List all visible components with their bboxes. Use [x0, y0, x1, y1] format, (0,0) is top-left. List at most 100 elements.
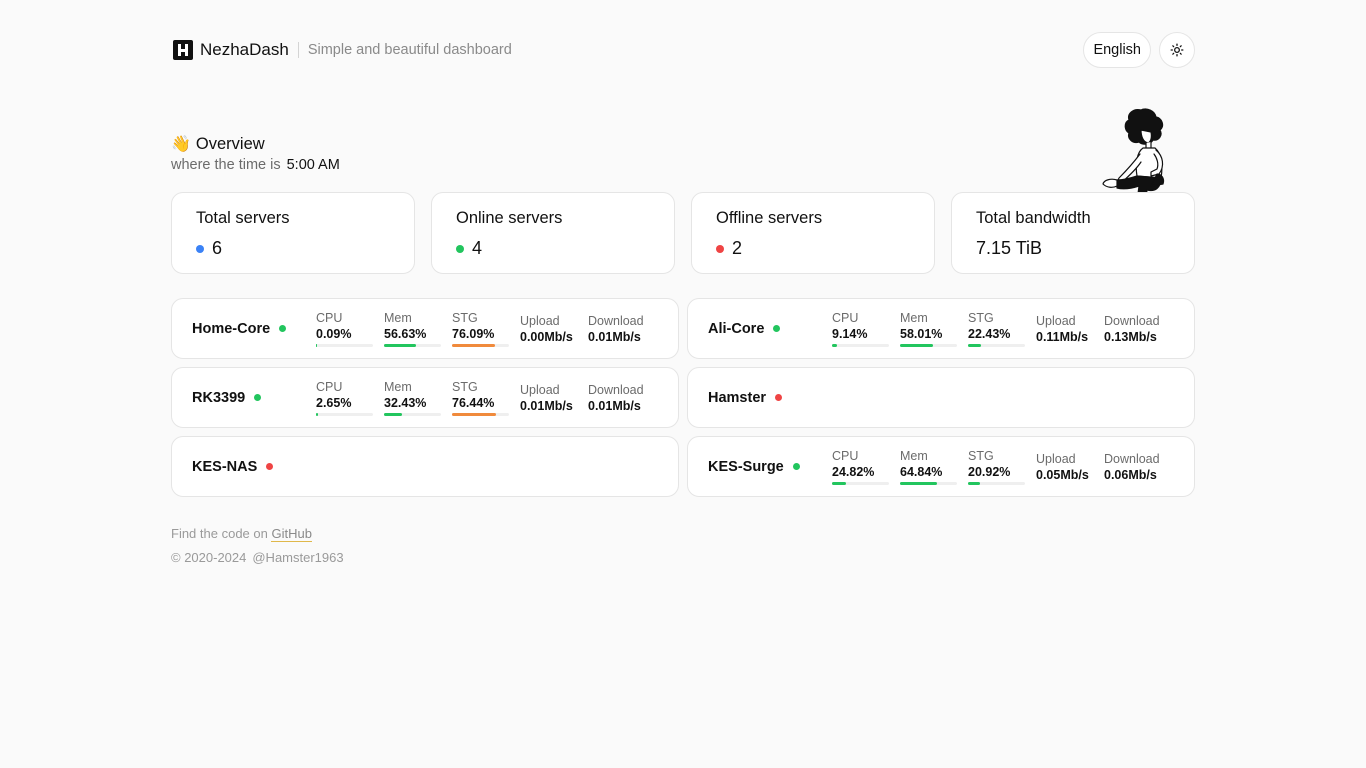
offline-servers-value: 2: [732, 238, 743, 258]
cpu-metric: CPU 24.82%: [832, 449, 889, 485]
metric-label: Mem: [900, 311, 928, 325]
metric-value: 0.00Mb/s: [520, 330, 573, 344]
stg-metric: STG 20.92%: [968, 449, 1025, 485]
online-servers-card[interactable]: Online servers 4: [431, 192, 675, 274]
progress-fill: [316, 413, 318, 416]
server-name: Ali-Core: [708, 299, 781, 358]
mem-progress-bar: [384, 413, 441, 416]
stat-value: 7.15 TiB: [976, 238, 1042, 259]
stat-label: Total servers: [196, 209, 290, 227]
metric-value: 0.06Mb/s: [1104, 468, 1157, 482]
metric-label: Download: [588, 314, 644, 328]
stat-value: 4: [456, 238, 482, 259]
total-servers-card[interactable]: Total servers 6: [171, 192, 415, 274]
total-servers-value: 6: [212, 238, 223, 258]
metric-value: 76.44%: [452, 396, 495, 410]
metric-value: 32.43%: [384, 396, 427, 410]
metric-value: 22.43%: [968, 327, 1011, 341]
stg-progress-bar: [452, 413, 509, 416]
metric-label: Download: [1104, 452, 1160, 466]
metric-label: CPU: [832, 449, 859, 463]
progress-fill: [452, 344, 496, 347]
overview-time: where the time is 5:00 AM: [171, 157, 340, 173]
metric-label: Mem: [384, 311, 412, 325]
mem-metric: Mem 56.63%: [384, 311, 441, 347]
brand-name: NezhaDash: [200, 40, 289, 59]
stg-metric: STG 22.43%: [968, 311, 1025, 347]
offline-servers-card[interactable]: Offline servers 2: [691, 192, 935, 274]
mem-metric: Mem 58.01%: [900, 311, 957, 347]
server-card[interactable]: KES-Surge CPU 24.82% Mem 64.84% STG 20.92% Uplo…: [687, 436, 1195, 497]
server-card[interactable]: Home-Core CPU 0.09% Mem 56.63% STG 76.09% Uploa…: [171, 298, 679, 359]
metric-value: 2.65%: [316, 396, 352, 410]
upload-metric: Upload 0.00Mb/s: [520, 313, 573, 346]
status-dot-icon: [792, 463, 800, 470]
progress-fill: [968, 482, 980, 485]
github-link[interactable]: GitHub: [271, 526, 312, 542]
cpu-progress-bar: [316, 413, 373, 416]
metric-label: Upload: [520, 383, 560, 397]
status-dot-icon: [266, 463, 274, 470]
server-name-text: RK3399: [192, 389, 246, 406]
stg-metric: STG 76.44%: [452, 380, 509, 416]
progress-fill: [384, 413, 403, 416]
server-name-text: KES-Surge: [708, 458, 784, 475]
download-metric: Download 0.01Mb/s: [588, 382, 644, 415]
cpu-progress-bar: [832, 482, 889, 485]
cpu-progress-bar: [316, 344, 373, 347]
metric-value: 0.05Mb/s: [1036, 468, 1089, 482]
logo-icon: [173, 40, 193, 60]
metric-value: 0.01Mb/s: [588, 399, 641, 413]
mem-metric: Mem 64.84%: [900, 449, 957, 485]
cpu-metric: CPU 2.65%: [316, 380, 373, 416]
progress-fill: [832, 482, 847, 485]
server-card[interactable]: KES-NAS: [171, 436, 679, 497]
mem-progress-bar: [900, 344, 957, 347]
progress-fill: [968, 344, 981, 347]
brand-subtitle: Simple and beautiful dashboard: [307, 42, 512, 58]
progress-fill: [316, 344, 317, 347]
brand[interactable]: NezhaDash Simple and beautiful dashboard: [173, 40, 512, 60]
author-handle: @Hamster1963: [252, 550, 344, 565]
server-card[interactable]: RK3399 CPU 2.65% Mem 32.43% STG 76.44% Upload 0.…: [171, 367, 679, 428]
metric-value: 24.82%: [832, 465, 875, 479]
server-name-text: KES-NAS: [192, 458, 258, 475]
server-name-text: Home-Core: [192, 320, 271, 337]
metric-value: 0.11Mb/s: [1036, 330, 1089, 344]
stg-metric: STG 76.09%: [452, 311, 509, 347]
mem-metric: Mem 32.43%: [384, 380, 441, 416]
metric-label: Upload: [520, 314, 560, 328]
copyright-text: © 2020-2024: [171, 550, 247, 565]
theme-toggle-button[interactable]: [1159, 32, 1195, 68]
status-dot-icon: [716, 244, 724, 253]
server-name-text: Hamster: [708, 389, 767, 406]
metric-value: 76.09%: [452, 327, 495, 341]
progress-fill: [832, 344, 838, 347]
status-dot-icon: [456, 244, 464, 253]
server-card[interactable]: Hamster: [687, 367, 1195, 428]
server-name: RK3399: [192, 368, 262, 427]
server-card[interactable]: Ali-Core CPU 9.14% Mem 58.01% STG 22.43% Upload…: [687, 298, 1195, 359]
divider: [297, 42, 299, 58]
metric-value: 0.01Mb/s: [520, 399, 573, 413]
server-name: KES-Surge: [708, 437, 800, 496]
stg-progress-bar: [968, 344, 1025, 347]
stg-progress-bar: [452, 344, 509, 347]
metric-label: STG: [452, 380, 478, 394]
person-illustration: [1102, 108, 1165, 237]
footer-copyright: © 2020-2024 @Hamster1963: [171, 550, 344, 565]
metric-value: 56.63%: [384, 327, 427, 341]
overview-heading: Overview: [195, 134, 265, 153]
cpu-metric: CPU 9.14%: [832, 311, 889, 347]
progress-fill: [452, 413, 496, 416]
footer-source: Find the code on GitHub: [171, 526, 312, 542]
stat-label: Total bandwidth: [976, 209, 1091, 227]
status-dot-icon: [775, 394, 783, 401]
metric-label: STG: [968, 449, 994, 463]
sun-icon: [1170, 43, 1184, 57]
metric-label: Download: [1104, 314, 1160, 328]
metric-label: CPU: [316, 380, 343, 394]
metric-label: Upload: [1036, 314, 1076, 328]
language-button[interactable]: English: [1083, 32, 1151, 68]
download-metric: Download 0.01Mb/s: [588, 313, 644, 346]
